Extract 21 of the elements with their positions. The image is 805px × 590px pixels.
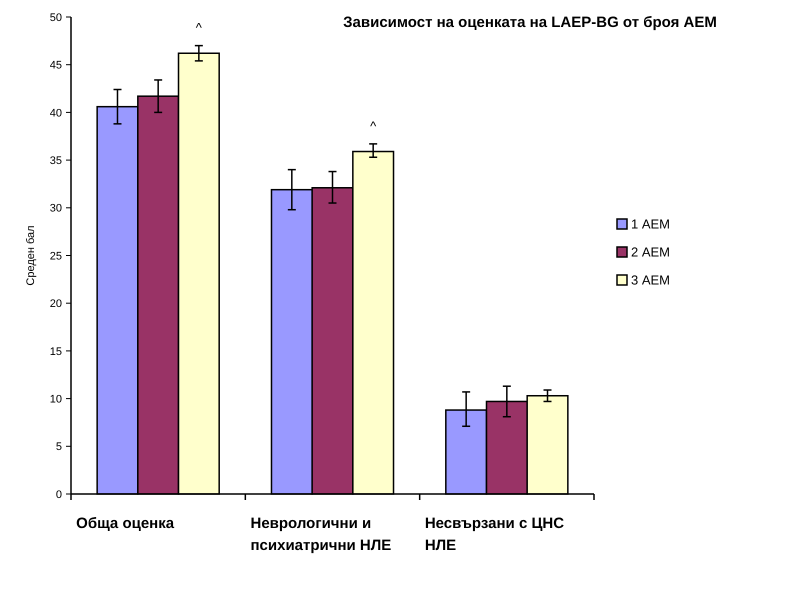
chart-title: Зависимост на оценката на LAEP-BG от броя АЕМ — [343, 14, 717, 31]
y-tick-label: 15 — [50, 346, 62, 358]
y-tick-label: 50 — [50, 12, 62, 24]
y-tick-label: 45 — [50, 60, 62, 72]
x-tick-label: Обща оценка — [76, 515, 175, 532]
y-axis-title: Среден бал — [25, 225, 37, 286]
y-tick-label: 10 — [50, 393, 62, 406]
annotation: ^ — [370, 118, 378, 134]
y-tick-label: 30 — [50, 202, 62, 215]
y-tick-label: 25 — [50, 250, 62, 262]
y-tick-label: 40 — [50, 107, 62, 120]
x-tick-label: Несвързани с ЦНС НЛЕ — [424, 515, 564, 554]
y-tick-label: 20 — [50, 298, 62, 310]
legend-label: 3 АЕМ — [631, 272, 670, 288]
y-tick-label: 0 — [56, 488, 62, 501]
y-tick-label: 35 — [50, 154, 62, 167]
annotation: ^ — [196, 20, 203, 36]
legend-label: 2 АЕМ — [631, 244, 670, 260]
y-tick-label: 5 — [56, 441, 62, 454]
x-tick-label: Неврологични и психиатрични НЛЕ — [250, 515, 392, 554]
legend-label: 1 АЕМ — [631, 216, 670, 232]
